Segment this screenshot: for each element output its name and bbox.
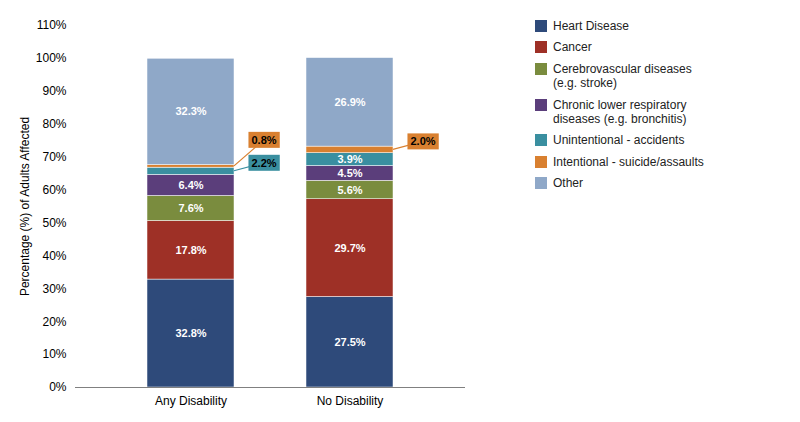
svg-text:70%: 70% — [42, 150, 66, 164]
html-text:Cerebrovascular diseases (e.g.: Cerebrovascular diseases (e.g. stroke) — [553, 61, 692, 91]
svg-text:0.8%: 0.8% — [251, 134, 276, 146]
svg-text:2.0%: 2.0% — [410, 135, 435, 147]
svg-text:5.6%: 5.6% — [337, 184, 362, 196]
svg-text:90%: 90% — [42, 84, 66, 98]
svg-text:32.8%: 32.8% — [175, 327, 206, 339]
svg-text:29.7%: 29.7% — [334, 242, 365, 254]
svg-text:2.2%: 2.2% — [251, 157, 276, 169]
html-text:Intentional - suicide/assaults: Intentional - suicide/assaults — [553, 154, 704, 169]
svg-text:60%: 60% — [42, 183, 66, 197]
svg-text:100%: 100% — [36, 51, 67, 65]
svg-text:6.4%: 6.4% — [178, 179, 203, 191]
html-text:Heart Disease: Heart Disease — [553, 19, 629, 33]
svg-text:No Disability: No Disability — [317, 394, 384, 408]
svg-text:30%: 30% — [42, 282, 66, 296]
html-text:Other: Other — [553, 176, 583, 191]
svg-text:3.9%: 3.9% — [337, 153, 362, 165]
svg-text:80%: 80% — [42, 117, 66, 131]
svg-text:Any Disability: Any Disability — [155, 394, 227, 408]
svg-text:40%: 40% — [42, 249, 66, 263]
svg-text:7.6%: 7.6% — [178, 202, 203, 214]
html-text:Cancer: Cancer — [553, 40, 592, 55]
svg-text:26.9%: 26.9% — [334, 96, 365, 108]
html-text:Chronic lower respiratory dise: Chronic lower respiratory diseases (e.g.… — [553, 97, 687, 126]
html-text:Unintentional - accidents: Unintentional - accidents — [553, 133, 685, 148]
svg-text:4.5%: 4.5% — [337, 167, 362, 179]
svg-text:27.5%: 27.5% — [334, 336, 365, 348]
svg-text:20%: 20% — [42, 315, 66, 329]
svg-text:0%: 0% — [49, 380, 67, 394]
svg-text:110%: 110% — [37, 18, 67, 32]
svg-text:17.8%: 17.8% — [175, 244, 206, 256]
svg-text:Percentage (%) of Adults Affec: Percentage (%) of Adults Affected — [18, 117, 32, 296]
svg-text:10%: 10% — [42, 347, 66, 361]
svg-text:32.3%: 32.3% — [175, 105, 206, 117]
svg-text:50%: 50% — [42, 216, 66, 230]
